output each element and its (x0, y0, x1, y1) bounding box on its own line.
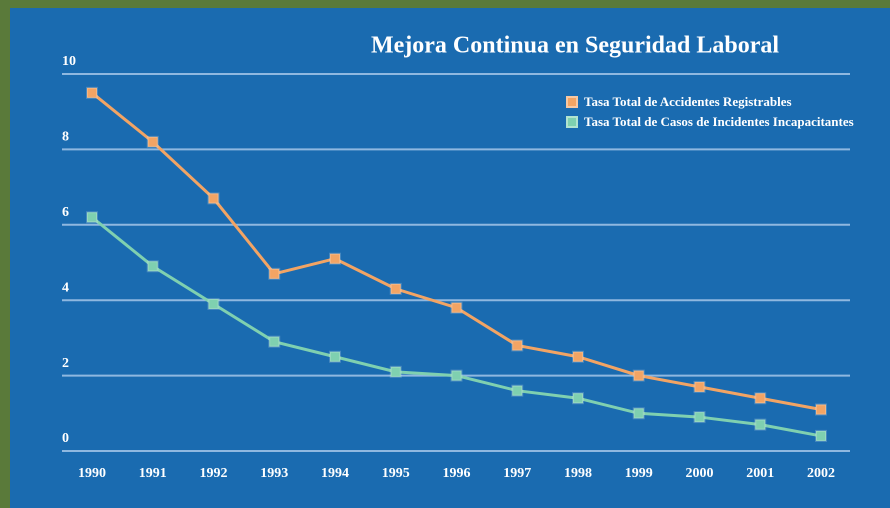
x-tick-label: 1991 (139, 466, 167, 481)
data-point (329, 350, 341, 363)
x-tick-label: 2001 (746, 466, 774, 481)
data-point (754, 392, 767, 405)
x-tick-label: 1996 (443, 466, 471, 481)
chart-title: Mejora Continua en Seguridad Laboral (371, 33, 779, 59)
legend-label: Tasa Total de Casos de Incidentes Incapa… (584, 114, 854, 129)
legend-label: Tasa Total de Accidentes Registrables (584, 94, 792, 109)
data-point (329, 252, 341, 265)
data-point (511, 384, 524, 397)
data-point (146, 135, 159, 148)
y-tick-label: 6 (62, 205, 69, 220)
x-tick-label: 1999 (625, 466, 653, 481)
legend-entry: Tasa Total de Casos de Incidentes Incapa… (566, 114, 884, 129)
legend-entry: Tasa Total de Accidentes Registrables (566, 94, 884, 109)
data-point (207, 192, 220, 205)
plot-background (10, 8, 890, 508)
legend-swatch (566, 96, 578, 108)
x-tick-label: 1992 (200, 466, 228, 481)
data-point (815, 403, 827, 416)
data-point (754, 418, 767, 431)
data-point (86, 211, 98, 224)
x-tick-label: 1995 (382, 466, 410, 481)
data-point (511, 339, 524, 352)
data-point (815, 429, 827, 442)
data-point (632, 369, 645, 382)
x-tick-label: 1993 (260, 466, 288, 481)
data-point (268, 335, 281, 348)
data-point (86, 86, 98, 99)
x-tick-label: 2002 (807, 466, 835, 481)
data-point (146, 260, 159, 273)
data-point (572, 392, 584, 405)
y-tick-label: 4 (62, 280, 69, 295)
x-tick-label: 1990 (78, 466, 106, 481)
y-tick-label: 0 (62, 431, 69, 446)
data-point (632, 407, 645, 420)
data-point (207, 297, 220, 310)
y-tick-label: 10 (62, 54, 76, 69)
y-tick-label: 2 (62, 356, 69, 371)
data-point (268, 267, 281, 280)
x-tick-label: 1994 (321, 466, 349, 481)
data-point (450, 301, 463, 314)
data-point (693, 411, 706, 424)
data-point (450, 369, 463, 382)
data-point (693, 380, 706, 393)
x-tick-label: 2000 (686, 466, 714, 481)
legend-swatch (566, 116, 578, 128)
y-tick-label: 8 (62, 130, 69, 145)
x-tick-label: 1997 (503, 466, 531, 481)
data-point (572, 350, 584, 363)
data-point (389, 365, 402, 378)
x-tick-label: 1998 (564, 466, 592, 481)
data-point (389, 282, 402, 295)
